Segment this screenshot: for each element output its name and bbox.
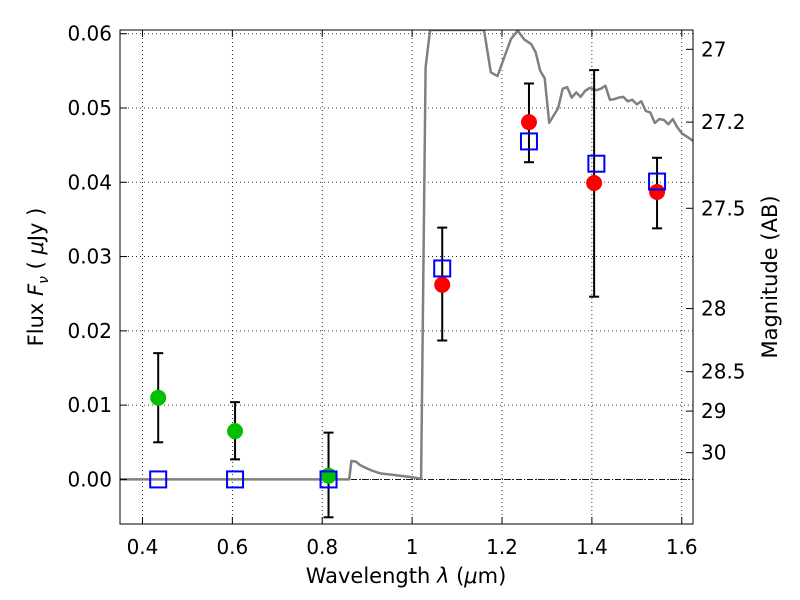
x-tick-label: 0.6	[216, 535, 248, 559]
photometry-point	[150, 389, 167, 406]
photometry-point	[434, 276, 451, 293]
x-tick-label: 0.4	[127, 535, 159, 559]
photometry-point	[520, 114, 537, 131]
y2-tick-label: 29	[701, 399, 726, 423]
y-tick-label: 0.04	[67, 170, 112, 194]
model-square-marker	[519, 132, 538, 151]
x-tick-label: 1.2	[486, 535, 518, 559]
model-square-marker	[587, 154, 606, 173]
grid	[120, 30, 693, 524]
y-tick-label: 0.03	[67, 245, 112, 269]
y2-tick-label: 27.5	[701, 196, 746, 220]
x-tick-label: 0.8	[306, 535, 338, 559]
ticks: 0.4 0.6 0.8 1 1.2 1.4 1.6 0.00 0.01 0.02 0.03 0.04 0…	[67, 22, 745, 559]
model-square-marker	[149, 470, 168, 489]
x-tick-label: 1.6	[666, 535, 698, 559]
y-tick-label: 0.01	[67, 393, 112, 417]
y2-tick-label: 27	[701, 37, 726, 61]
model-square-marker	[226, 470, 245, 489]
y-tick-label: 0.02	[67, 319, 112, 343]
photometry-point	[649, 183, 666, 200]
y2-tick-label: 28.5	[701, 360, 746, 384]
sed-model-line	[120, 30, 693, 481]
x-axis-label: Wavelength λ (μm)	[306, 564, 507, 588]
photometry-point	[320, 467, 337, 484]
y-tick-label: 0.00	[67, 467, 112, 491]
y2-tick-label: 27.2	[701, 110, 746, 134]
y2-tick-label: 30	[701, 441, 726, 465]
y2-axis-label: Magnitude (AB)	[758, 195, 782, 358]
x-tick-label: 1	[406, 535, 419, 559]
y-axis-label: Flux Fν ( μJy )	[24, 208, 52, 347]
plot-frame	[119, 29, 694, 525]
model-square-marker	[433, 259, 452, 278]
model-square-marker	[319, 470, 338, 489]
y-tick-label: 0.05	[67, 96, 112, 120]
y2-tick-label: 28	[701, 297, 726, 321]
photometry-point	[586, 175, 603, 192]
y-tick-label: 0.06	[67, 22, 112, 46]
model-square-marker	[648, 172, 667, 191]
data-layer	[120, 30, 693, 519]
x-tick-label: 1.4	[576, 535, 608, 559]
photometry-point	[227, 423, 244, 440]
